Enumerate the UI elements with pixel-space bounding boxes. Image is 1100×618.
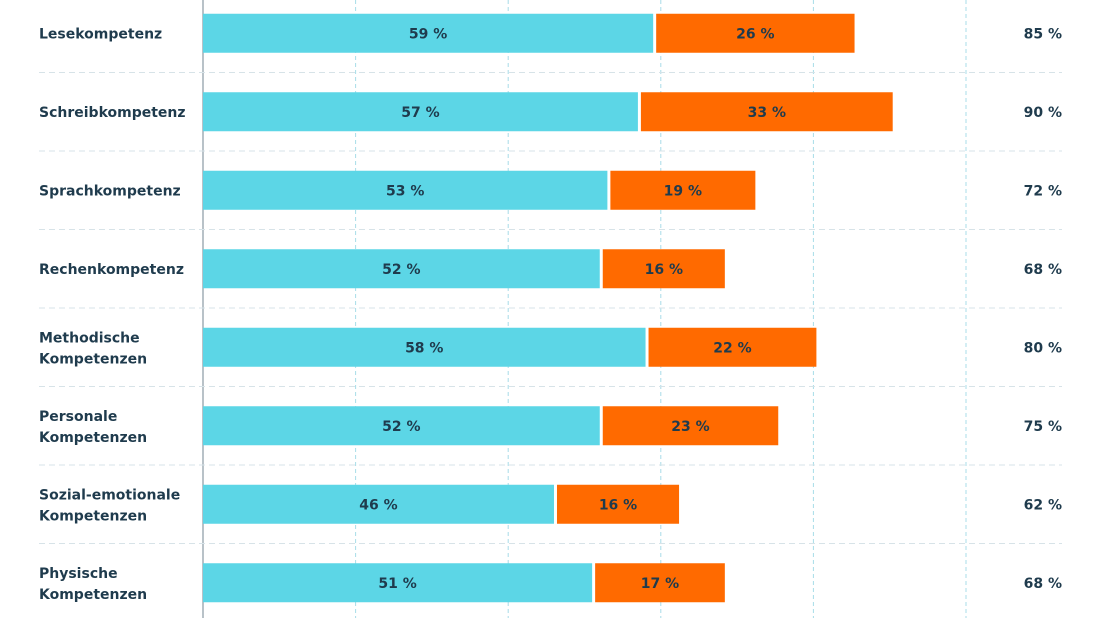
total-label: 75 % (1024, 419, 1062, 435)
value-label-segment-2: 16 % (599, 497, 637, 513)
bar-segment-2 (656, 13, 855, 53)
labels-layer: 59 % 26 % 85 % Lesekompetenz 57 % 33 % 90 % Sch… (39, 26, 1062, 603)
value-label-segment-1: 59 % (409, 26, 447, 42)
bar-segment-1 (203, 92, 638, 132)
bar-segment-2 (602, 249, 725, 289)
bar-segment-1 (203, 406, 600, 446)
category-label: Schreibkompetenz (39, 105, 186, 121)
total-label: 90 % (1024, 105, 1062, 121)
bar-segment-1 (203, 13, 654, 53)
value-label-segment-2: 23 % (671, 419, 709, 435)
bars-layer (203, 13, 893, 603)
total-label: 68 % (1024, 262, 1062, 278)
value-label-segment-1: 58 % (405, 340, 443, 356)
bar-segment-2 (610, 170, 756, 210)
total-label: 68 % (1024, 576, 1062, 592)
bar-segment-1 (203, 484, 554, 524)
bar-segment-2 (640, 92, 893, 132)
value-label-segment-1: 57 % (401, 105, 439, 121)
category-label: Sprachkompetenz (39, 183, 181, 199)
row-separators (39, 72, 1062, 544)
bar-segment-1 (203, 249, 600, 289)
category-label: Lesekompetenz (39, 26, 162, 42)
bar-segment-1 (203, 170, 608, 210)
value-label-segment-1: 53 % (386, 183, 424, 199)
total-label: 62 % (1024, 497, 1062, 513)
value-label-segment-1: 46 % (359, 497, 397, 513)
category-label: Rechenkompetenz (39, 262, 184, 278)
total-label: 85 % (1024, 26, 1062, 42)
bar-segment-2 (602, 406, 779, 446)
value-label-segment-2: 26 % (736, 26, 774, 42)
category-label: Personale Kompetenzen (39, 409, 147, 446)
bar-segment-2 (595, 563, 725, 603)
category-label: Methodische Kompetenzen (39, 330, 147, 367)
category-label: Physische Kompetenzen (39, 566, 147, 603)
bar-segment-2 (648, 327, 817, 367)
bar-segment-2 (556, 484, 680, 524)
category-label: Sozial-emotionale Kompetenzen (39, 487, 180, 524)
value-label-segment-1: 51 % (378, 576, 416, 592)
bar-segment-1 (203, 563, 593, 603)
total-label: 80 % (1024, 340, 1062, 356)
value-label-segment-2: 17 % (641, 576, 679, 592)
value-label-segment-1: 52 % (382, 262, 420, 278)
bar-segment-1 (203, 327, 646, 367)
total-label: 72 % (1024, 183, 1062, 199)
value-label-segment-2: 16 % (645, 262, 683, 278)
value-label-segment-2: 19 % (664, 183, 702, 199)
value-label-segment-1: 52 % (382, 419, 420, 435)
value-label-segment-2: 22 % (713, 340, 751, 356)
value-label-segment-2: 33 % (748, 105, 786, 121)
